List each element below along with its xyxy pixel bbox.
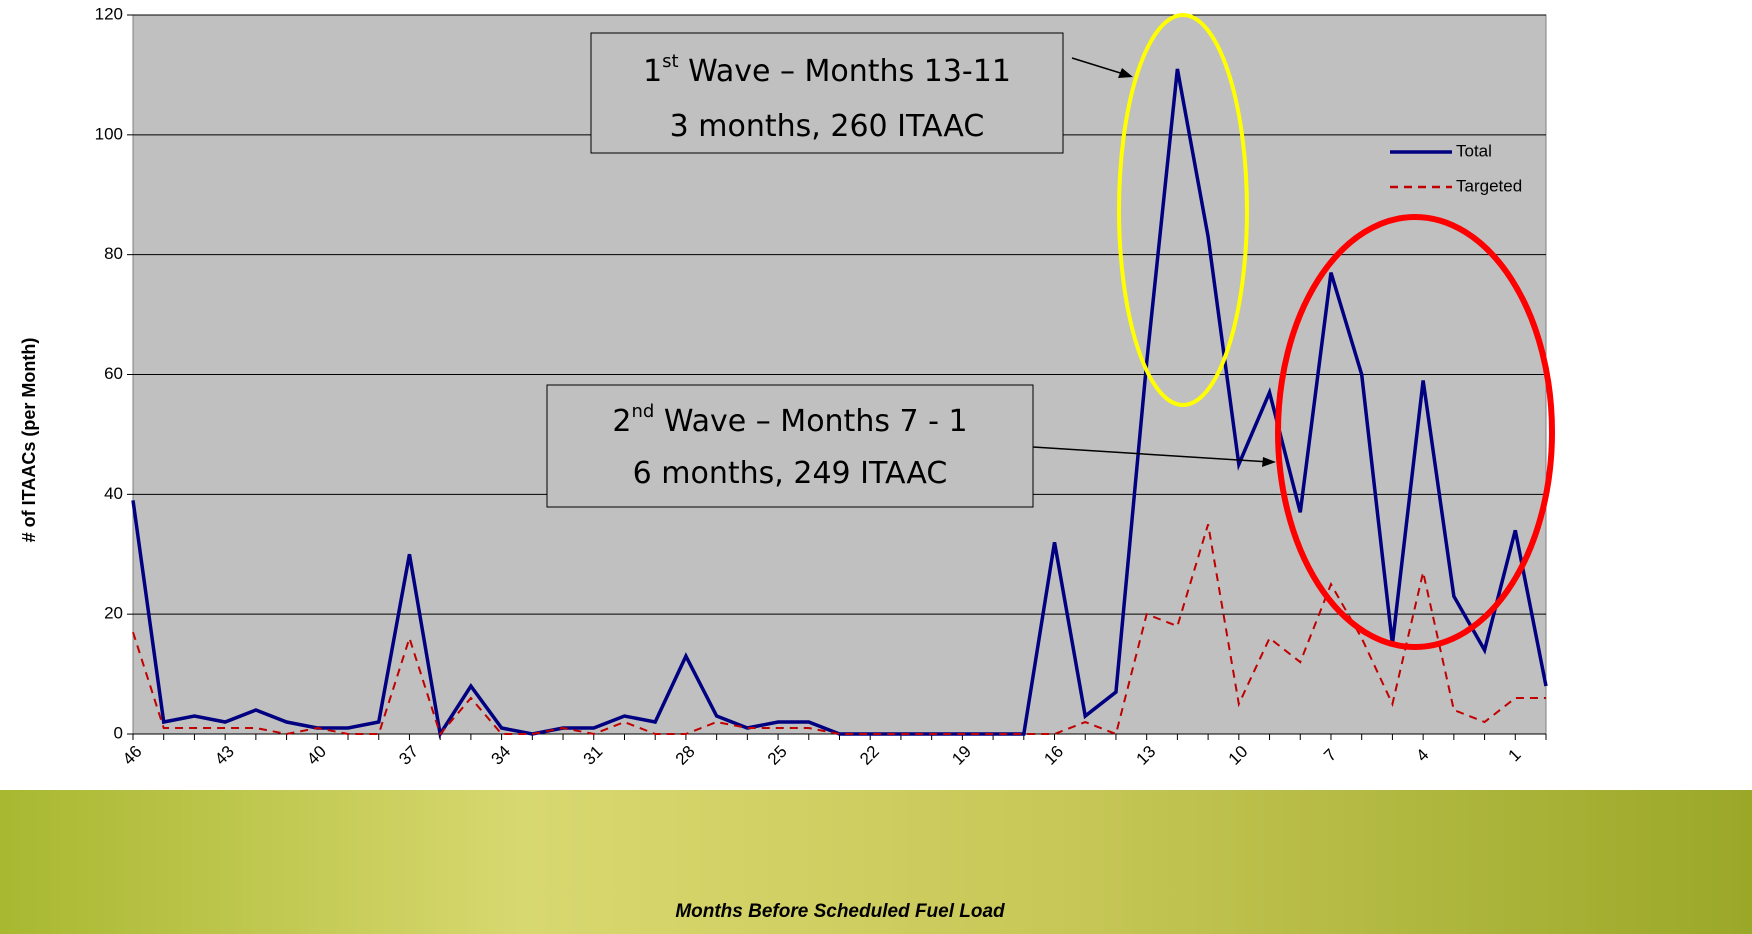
legend-label: Targeted — [1456, 176, 1522, 195]
x-tick-label: 19 — [948, 742, 975, 769]
x-tick-label: 34 — [487, 742, 514, 769]
x-tick-label: 10 — [1225, 742, 1252, 769]
x-tick-label: 31 — [580, 742, 607, 769]
y-tick-label: 60 — [104, 364, 123, 383]
annotation-text-part: 2 — [612, 404, 631, 439]
annotation-text: 1st Wave – Months 13-11 — [643, 51, 1011, 89]
x-tick-label: 43 — [211, 742, 238, 769]
annotation-text: 2nd Wave – Months 7 - 1 — [612, 401, 967, 439]
y-tick-label: 20 — [104, 604, 123, 623]
annotation-text-part: 6 months, 249 ITAAC — [633, 456, 948, 491]
series-line — [131, 68, 1548, 739]
annotation-text-part: Wave – Months 7 - 1 — [654, 404, 967, 439]
y-tick-label: 100 — [95, 124, 123, 143]
y-axis-title: # of ITAACs (per Month) — [19, 338, 39, 543]
annotation-text: 6 months, 249 ITAAC — [633, 456, 948, 491]
x-tick-label: 16 — [1040, 742, 1067, 769]
legend-label: Total — [1456, 141, 1492, 160]
y-tick-label: 40 — [104, 484, 123, 503]
annotation-text: 3 months, 260 ITAAC — [670, 109, 985, 144]
x-tick-label: 1 — [1504, 745, 1524, 765]
highlight-ellipse — [1117, 13, 1249, 407]
annotation-text-part: st — [662, 51, 678, 72]
series-line — [132, 524, 1546, 737]
x-tick-label: 46 — [119, 742, 146, 769]
x-tick-label: 37 — [395, 742, 422, 769]
annotation-box — [546, 384, 1034, 508]
x-tick-label: 4 — [1412, 745, 1432, 765]
annotation-text-part: 1 — [643, 54, 662, 89]
arrow — [1032, 446, 1271, 463]
annotation-text-part: Wave – Months 13-11 — [679, 54, 1011, 89]
arrow-head — [1118, 68, 1133, 78]
x-tick-label: 13 — [1133, 742, 1160, 769]
highlight-ellipse — [1275, 214, 1555, 650]
y-tick-label: 80 — [104, 244, 123, 263]
y-tick-label: 0 — [114, 723, 123, 742]
y-tick-label: 120 — [95, 4, 123, 23]
annotation-text-part: 3 months, 260 ITAAC — [670, 109, 985, 144]
x-tick-label: 7 — [1320, 745, 1340, 765]
x-tick-label: 28 — [672, 742, 699, 769]
x-tick-label: 40 — [303, 742, 330, 769]
annotation-box — [590, 32, 1064, 154]
annotation-text-part: nd — [632, 401, 655, 422]
x-tick-label: 22 — [856, 742, 883, 769]
background-leaf — [0, 790, 1752, 934]
arrow-head — [1262, 457, 1276, 467]
x-axis-title: Months Before Scheduled Fuel Load — [675, 901, 1005, 922]
x-tick-label: 25 — [764, 742, 791, 769]
